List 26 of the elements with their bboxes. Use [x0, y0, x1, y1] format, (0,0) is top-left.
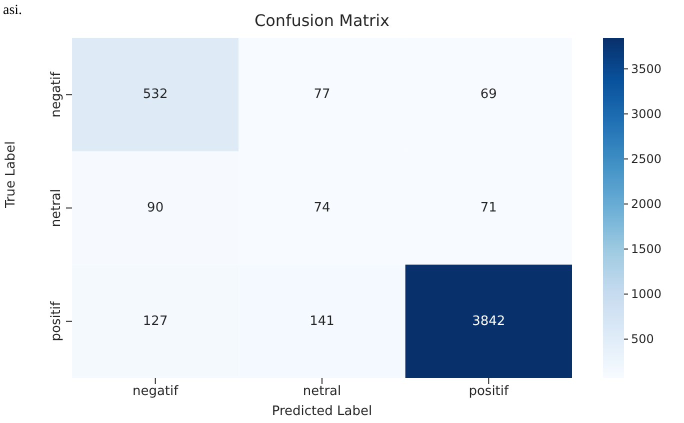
y-tick-label: netral	[49, 188, 64, 228]
color-bar-label: 2500	[631, 152, 662, 166]
color-bar-label: 3500	[631, 62, 662, 76]
y-tick-label: positif	[49, 300, 64, 342]
data-label: 69	[480, 87, 497, 102]
data-label: 74	[314, 200, 330, 216]
y-axis-title: True Label	[4, 141, 19, 209]
text: asi.	[3, 3, 22, 18]
color-bar-label: 1000	[631, 287, 662, 302]
data-label: 127	[142, 314, 168, 329]
data-label: 77	[314, 87, 330, 102]
color-bar-label: 3000	[631, 106, 662, 121]
color-bar-label: 2000	[631, 196, 662, 211]
color-bar-label: 500	[631, 332, 654, 346]
data-label: 3842	[472, 314, 506, 329]
x-tick-label: positif	[468, 384, 510, 400]
data-label: 532	[142, 87, 168, 102]
y-tick-label: negatif	[49, 71, 64, 118]
chart-title: Confusion Matrix	[254, 11, 390, 30]
data-label: 71	[480, 200, 497, 216]
x-tick-label: negatif	[132, 384, 179, 400]
color-bar-label: 1500	[631, 242, 662, 256]
x-axis-title: Predicted Label	[272, 404, 372, 419]
data-label: 141	[310, 314, 334, 329]
data-label: 90	[147, 200, 164, 216]
x-tick-label: netral	[302, 384, 342, 400]
